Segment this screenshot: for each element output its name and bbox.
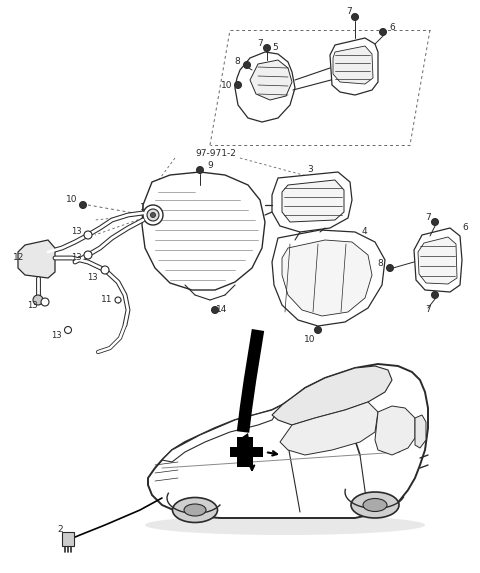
- Text: 6: 6: [389, 23, 395, 33]
- Text: 13: 13: [51, 331, 61, 339]
- Bar: [62, 532, 74, 546]
- Circle shape: [80, 202, 86, 209]
- Circle shape: [380, 29, 386, 36]
- Text: 7: 7: [425, 213, 431, 222]
- Text: 4: 4: [361, 227, 367, 237]
- Text: 7: 7: [346, 7, 352, 17]
- Polygon shape: [272, 172, 352, 232]
- Polygon shape: [280, 402, 378, 455]
- Circle shape: [235, 81, 241, 88]
- Text: 10: 10: [66, 195, 78, 205]
- Circle shape: [151, 213, 156, 218]
- Circle shape: [101, 266, 109, 274]
- Circle shape: [432, 218, 439, 226]
- Text: 11: 11: [101, 296, 113, 304]
- Circle shape: [41, 298, 49, 306]
- Text: 8: 8: [234, 57, 240, 66]
- Text: 6: 6: [462, 223, 468, 233]
- Polygon shape: [272, 230, 385, 326]
- Circle shape: [115, 297, 121, 303]
- Text: 13: 13: [71, 253, 81, 262]
- Text: 12: 12: [13, 253, 24, 262]
- Ellipse shape: [363, 499, 387, 512]
- Polygon shape: [330, 38, 378, 95]
- Polygon shape: [282, 240, 372, 316]
- Text: 7: 7: [425, 305, 431, 315]
- Polygon shape: [235, 52, 295, 122]
- Circle shape: [264, 45, 271, 52]
- Polygon shape: [272, 366, 392, 425]
- Text: 13: 13: [71, 227, 81, 237]
- Circle shape: [196, 167, 204, 174]
- Text: 10: 10: [304, 336, 316, 344]
- Circle shape: [143, 205, 163, 225]
- Text: 10: 10: [221, 80, 233, 89]
- Ellipse shape: [172, 497, 217, 523]
- Polygon shape: [148, 364, 428, 518]
- Polygon shape: [162, 405, 282, 462]
- Polygon shape: [282, 180, 344, 222]
- Circle shape: [243, 61, 251, 69]
- Ellipse shape: [351, 492, 399, 518]
- Polygon shape: [238, 433, 250, 445]
- Circle shape: [33, 295, 43, 305]
- Circle shape: [314, 327, 322, 333]
- Circle shape: [351, 14, 359, 21]
- Polygon shape: [18, 240, 55, 278]
- Polygon shape: [414, 228, 462, 292]
- Text: 14: 14: [216, 305, 228, 315]
- Text: 7: 7: [257, 38, 263, 48]
- Circle shape: [432, 292, 439, 299]
- Circle shape: [64, 327, 72, 333]
- Text: 13: 13: [27, 300, 37, 309]
- Polygon shape: [142, 172, 265, 290]
- Ellipse shape: [145, 515, 425, 535]
- Text: 2: 2: [57, 525, 63, 535]
- Circle shape: [386, 265, 394, 272]
- Polygon shape: [230, 437, 263, 467]
- Circle shape: [84, 231, 92, 239]
- Polygon shape: [415, 415, 426, 448]
- Text: 97-971-2: 97-971-2: [195, 148, 236, 158]
- Text: 9: 9: [207, 160, 213, 170]
- Text: 8: 8: [377, 258, 383, 268]
- Circle shape: [147, 209, 159, 221]
- Text: 13: 13: [87, 273, 97, 282]
- Text: 3: 3: [307, 166, 313, 175]
- Polygon shape: [333, 46, 373, 84]
- Text: 5: 5: [272, 44, 278, 53]
- Text: 1: 1: [140, 202, 146, 211]
- Polygon shape: [418, 237, 457, 284]
- Circle shape: [212, 307, 218, 313]
- Polygon shape: [250, 60, 292, 100]
- Circle shape: [84, 251, 92, 259]
- Ellipse shape: [184, 504, 206, 516]
- Polygon shape: [375, 406, 415, 455]
